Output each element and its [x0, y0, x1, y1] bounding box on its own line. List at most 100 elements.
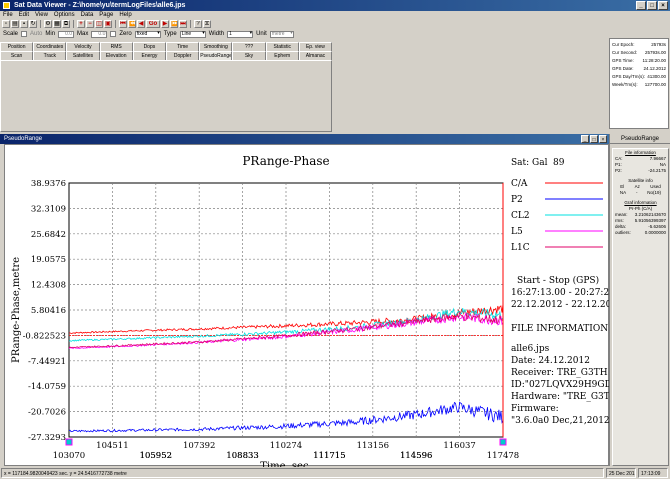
graph-info-label: Graf information — [624, 200, 657, 205]
tab-energy[interactable]: Energy — [132, 51, 167, 60]
series-line-l1c — [68, 311, 504, 349]
x-tick-label: 111715 — [313, 451, 345, 461]
tab-smoothing[interactable]: Smoothing — [199, 42, 233, 51]
tab-track[interactable]: Track — [33, 51, 67, 60]
title-bar: Sat Data Viewer - Z:\home\yu\termLogFile… — [0, 0, 670, 11]
info-value: 24.12.2012 — [643, 66, 666, 71]
back-icon[interactable]: ◀ — [137, 20, 145, 28]
save-icon[interactable]: ▪ — [20, 20, 28, 28]
p2-value: -24.2175 — [648, 168, 666, 173]
zero-checkbox[interactable] — [110, 31, 117, 37]
tab-[interactable]: ??? — [232, 42, 266, 51]
forward-icon[interactable]: ▶ — [161, 20, 169, 28]
info-label: Cur Epoch: — [612, 42, 635, 47]
unit-select[interactable]: metre — [269, 30, 294, 38]
x-tick-label: 114596 — [400, 451, 432, 461]
first-icon[interactable]: ⏮ — [119, 20, 127, 28]
range-start-handle — [65, 438, 73, 446]
az-value: - — [635, 190, 638, 195]
tab-scan[interactable]: Scan — [0, 51, 34, 60]
x-tick-label: 108833 — [226, 451, 258, 461]
tab-almanac[interactable]: Almanac — [298, 51, 333, 60]
close-button[interactable]: × — [658, 1, 668, 10]
info-label: Week/Tm(s): — [612, 82, 638, 87]
x-tick-label: 113156 — [357, 441, 389, 451]
app-icon — [3, 2, 10, 9]
plot-area[interactable]: 38.9376 32.3109 25.6842 19.0575 12.4308 5.804… — [4, 144, 628, 472]
menu-view[interactable]: View — [35, 12, 48, 18]
menu-page[interactable]: Page — [99, 12, 114, 18]
tab-rms[interactable]: RMS — [99, 42, 133, 51]
tab-doppler[interactable]: Doppler — [166, 51, 200, 60]
tab-pseudorange[interactable]: PseudoRange — [199, 51, 233, 60]
x-tick-label: 103070 — [53, 451, 85, 461]
pr-maximize-button[interactable]: □ — [590, 135, 598, 143]
tab-time[interactable]: Time — [166, 42, 200, 51]
auto-checkbox[interactable] — [21, 31, 28, 37]
pr-close-button[interactable]: × — [599, 135, 607, 143]
legend-label: CL2 — [511, 211, 530, 221]
tab-elevation[interactable]: Elevation — [99, 51, 133, 60]
mean-value: 3.21062143670 — [634, 212, 666, 217]
file-info-heading: FILE INFORMATION — [511, 324, 608, 334]
tab-ep-view[interactable]: Ep. view — [298, 42, 333, 51]
tab-dops[interactable]: Dops — [132, 42, 167, 51]
max-input[interactable]: 0.0 — [91, 30, 108, 38]
info-row: Cur Epoch: 25793s — [612, 41, 666, 49]
zoom-rect-icon[interactable]: ▣ — [104, 20, 112, 28]
minimize-button[interactable]: _ — [636, 1, 646, 10]
legend-label: L5 — [511, 227, 523, 237]
maximize-button[interactable]: □ — [647, 1, 657, 10]
menu-data[interactable]: Data — [80, 12, 94, 18]
y-tick-label: 19.0575 — [31, 255, 66, 265]
menu-options[interactable]: Options — [53, 12, 75, 18]
file-hardware: Hardware: "TRE_G3TH_8 — [511, 392, 610, 402]
pseudorange-side-panel: PseudoRange File information CA: 7.96667 … — [609, 134, 670, 466]
min-input[interactable]: 0.0 — [58, 30, 75, 38]
p1-value: NA — [659, 162, 666, 167]
tab-coordinates[interactable]: Coordinates — [33, 42, 67, 51]
last-icon[interactable]: ⏭ — [179, 20, 187, 28]
reload-icon[interactable]: ↻ — [29, 20, 37, 28]
filter-icon[interactable]: ⧖ — [203, 20, 211, 28]
zero-select[interactable]: fixed — [134, 30, 161, 38]
y-tick-label: -7.44921 — [28, 357, 66, 367]
rms-label: rms: — [615, 218, 624, 223]
zoom-in-icon[interactable]: + — [77, 20, 85, 28]
tab-sky[interactable]: Sky — [232, 51, 266, 60]
print-icon[interactable]: ▦ — [53, 20, 61, 28]
fast-forward-icon[interactable]: ⏩ — [170, 20, 178, 28]
menu-help[interactable]: Help — [119, 12, 132, 18]
el-value: NA — [619, 190, 627, 195]
tab-satellites[interactable]: Satellites — [66, 51, 100, 60]
tab-pane — [0, 60, 332, 132]
tab-velocity[interactable]: Velocity — [66, 42, 100, 51]
zoom-out-icon[interactable]: − — [86, 20, 94, 28]
new-icon[interactable]: ▫ — [2, 20, 10, 28]
menu-file[interactable]: File — [3, 12, 13, 18]
go-button[interactable]: Go — [146, 20, 160, 28]
zoom-fit-icon[interactable]: ◫ — [95, 20, 103, 28]
series-line-ca — [68, 303, 504, 335]
y-tick-label: 5.80416 — [31, 306, 66, 316]
fast-back-icon[interactable]: ⏪ — [128, 20, 136, 28]
tab-ephem[interactable]: Ephem — [265, 51, 299, 60]
settings-icon[interactable]: ⚙ — [44, 20, 52, 28]
menu-edit[interactable]: Edit — [18, 12, 30, 18]
width-select[interactable]: 1 — [227, 30, 254, 38]
zero-label: Zero — [119, 31, 132, 37]
open-icon[interactable]: ▤ — [11, 20, 19, 28]
help-icon[interactable]: ? — [194, 20, 202, 28]
file-date-range: 22.12.2012 - 22.12.2012 — [511, 300, 610, 310]
legend-label: L1C — [511, 243, 530, 253]
pseudorange-chart[interactable]: 38.9376 32.3109 25.6842 19.0575 12.4308 5.804… — [5, 145, 628, 472]
min-label: Min — [45, 31, 56, 37]
side-panel-content: File information CA: 7.96667 P1: NA P2: -24… — [612, 148, 669, 466]
tab-position[interactable]: Position — [0, 42, 34, 51]
type-select[interactable]: Line — [179, 30, 206, 38]
sat-number: 89 — [553, 158, 565, 168]
pr-minimize-button[interactable]: _ — [581, 135, 589, 143]
tab-statistic[interactable]: Statistic — [265, 42, 299, 51]
copy-icon[interactable]: ⧉ — [62, 20, 70, 28]
